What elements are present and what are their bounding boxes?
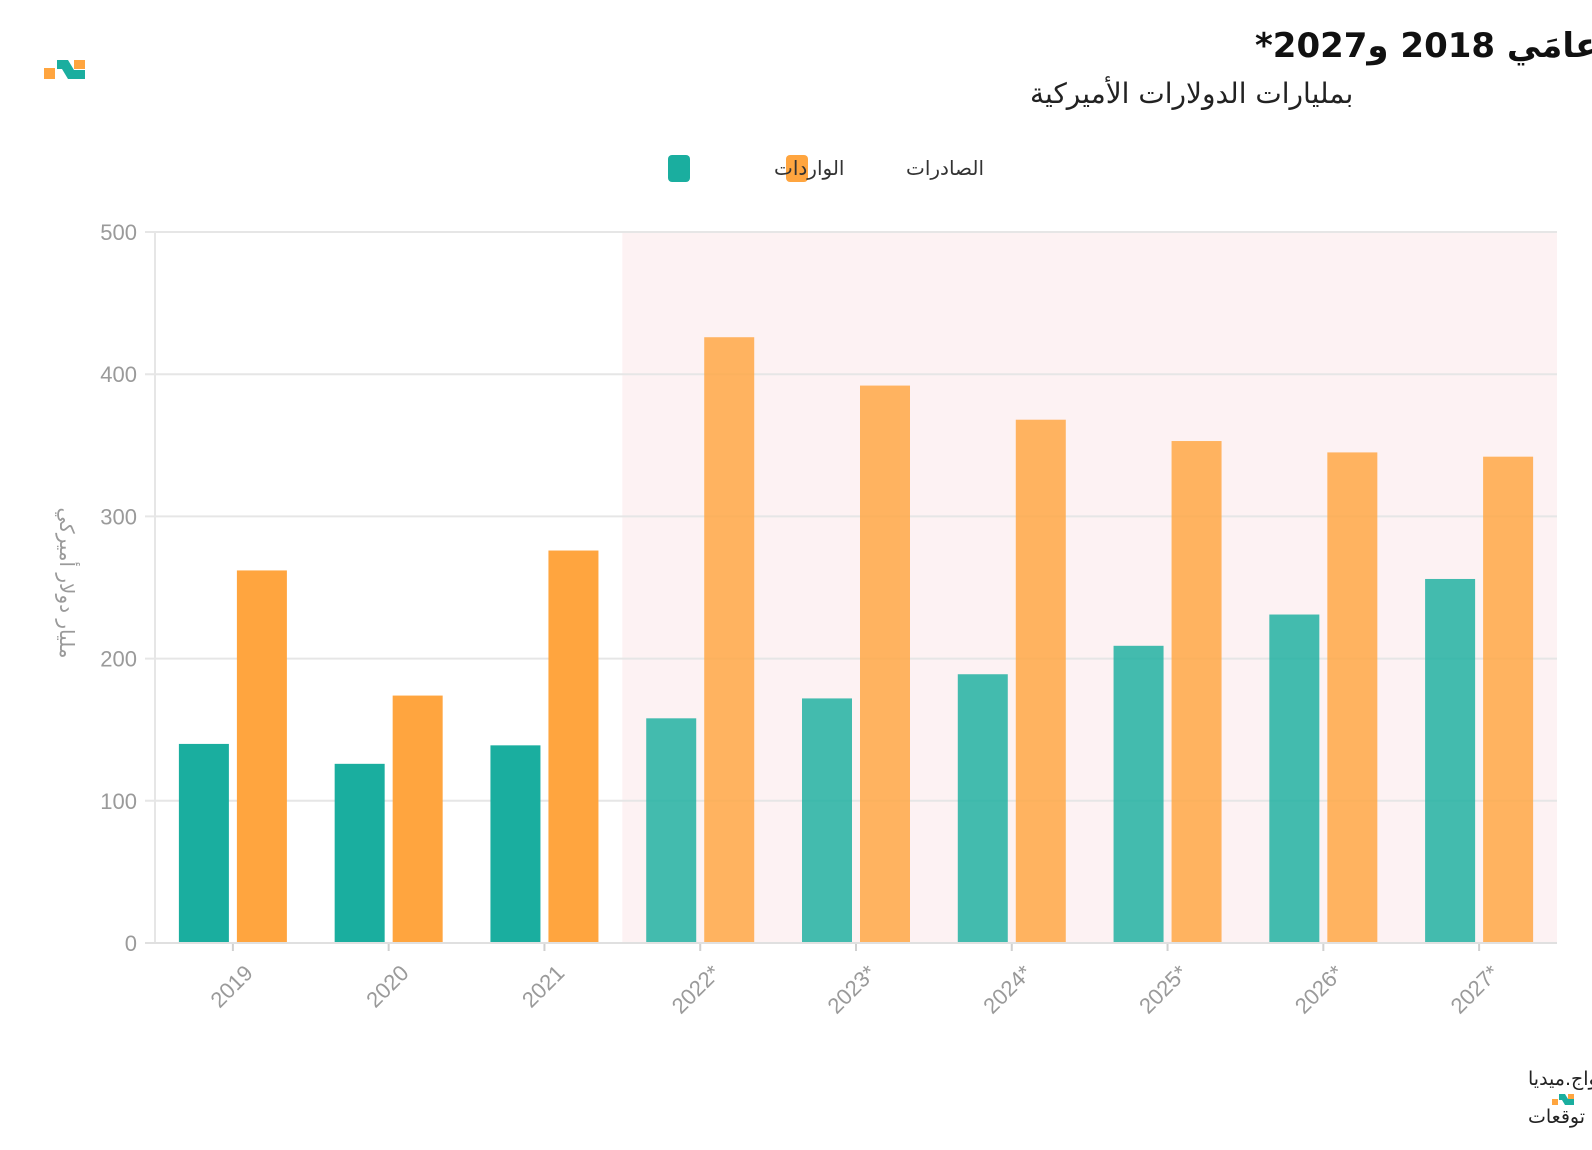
legend-swatch-imports — [668, 155, 690, 182]
y-tick-label: 300 — [100, 504, 137, 529]
forecast-note: *الأرقام بين عامَي 2022 و2027 هي مجرد تو… — [1528, 1105, 1592, 1128]
y-tick-label: 200 — [100, 647, 137, 672]
x-tick-label: 2027* — [1446, 960, 1505, 1019]
bar-imports[interactable] — [1425, 578, 1476, 943]
bar-imports[interactable] — [178, 743, 229, 943]
forecast-region — [622, 232, 1557, 943]
y-tick-label: 400 — [100, 362, 137, 387]
bar-exports[interactable] — [704, 337, 755, 943]
footer-logo-icon — [1552, 1094, 1574, 1105]
x-tick-label: 2019 — [205, 960, 257, 1012]
bar-exports[interactable] — [236, 570, 287, 943]
bar-imports[interactable] — [490, 745, 541, 943]
source-note: المصدر: صندوق النقد الدولي • ترتيب أمواج… — [1528, 1066, 1592, 1090]
bar-exports[interactable] — [860, 385, 910, 943]
brand-logo-icon — [44, 60, 85, 79]
bar-exports[interactable] — [1171, 441, 1222, 943]
x-tick-label: 2026* — [1290, 960, 1349, 1019]
x-tick-label: 2024* — [978, 960, 1037, 1019]
legend-label-imports: الواردات — [774, 156, 845, 180]
bar-imports[interactable] — [1269, 614, 1320, 943]
y-tick-label: 100 — [100, 789, 137, 814]
y-tick-label: 0 — [125, 931, 137, 956]
legend-swatch-exports — [786, 155, 808, 182]
bar-imports[interactable] — [334, 763, 385, 943]
bar-exports[interactable] — [1015, 419, 1066, 944]
y-axis-label: مليار دولار أميركي — [54, 508, 80, 659]
chart-subtitle: بمليارات الدولارات الأميركية — [1030, 75, 1353, 110]
bar-imports[interactable] — [957, 674, 1008, 943]
legend: الصادرات الواردات — [668, 155, 984, 182]
bar-imports[interactable] — [802, 698, 852, 943]
x-tick-label: 2021 — [517, 960, 569, 1012]
bar-exports[interactable] — [1327, 452, 1378, 943]
legend-item-imports[interactable]: الواردات — [668, 155, 845, 182]
bar-imports[interactable] — [1113, 645, 1164, 943]
legend-label-exports: الصادرات — [906, 156, 984, 180]
chart-title: واردات السعودية وصادراتها بين عامَي 2018… — [1255, 26, 1592, 66]
bar-exports[interactable] — [548, 550, 599, 943]
bar-exports[interactable] — [1483, 456, 1534, 943]
x-tick-label: 2025* — [1134, 960, 1193, 1019]
bar-exports[interactable] — [392, 695, 443, 943]
legend-item-exports[interactable]: الصادرات — [786, 155, 984, 182]
bar-imports[interactable] — [646, 718, 697, 943]
x-tick-label: 2020 — [361, 960, 413, 1012]
plot-area: 0 100 200 300 400 500 2019 2020 2021 2022* 2023* 20… — [100, 220, 1557, 1019]
x-tick-label: 2023* — [823, 960, 882, 1019]
y-tick-label: 500 — [100, 220, 137, 245]
x-tick-label: 2022* — [667, 960, 726, 1019]
